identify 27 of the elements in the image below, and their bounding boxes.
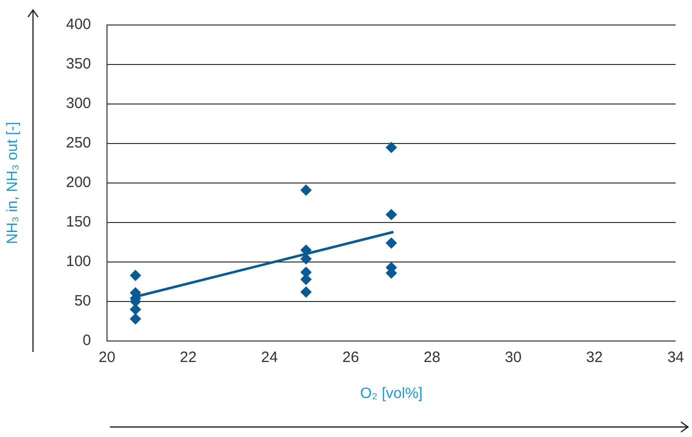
x-axis-title: O₂ [vol%] <box>360 385 423 402</box>
x-tick-label: 28 <box>424 349 440 366</box>
x-tick-label: 30 <box>504 349 522 366</box>
x-tick-label: 22 <box>180 349 197 366</box>
point <box>386 238 397 249</box>
y-tick-label: 350 <box>66 56 92 73</box>
point <box>300 286 312 298</box>
x-tick-label: 20 <box>98 349 116 366</box>
point <box>130 313 141 324</box>
x-tick-label: 24 <box>261 349 278 366</box>
x-tick-label: 32 <box>586 349 603 366</box>
y-tick-label: 300 <box>66 95 92 112</box>
y-tick-label: 250 <box>66 134 92 152</box>
y-axis-title: NH₃ in, NH₃ out [-] <box>4 122 22 244</box>
y-tick-label: 100 <box>66 253 92 270</box>
x-tick-label: 26 <box>342 349 360 366</box>
point <box>130 270 141 281</box>
y-tick-label: 150 <box>66 214 92 231</box>
y-tick-label: 400 <box>66 16 92 34</box>
y-tick-label: 0 <box>82 332 92 350</box>
point <box>300 253 312 264</box>
point <box>300 184 312 196</box>
x-tick-label: 34 <box>667 349 684 366</box>
y-tick-label: 50 <box>74 292 92 310</box>
point <box>386 142 397 153</box>
y-tick-label: 200 <box>66 174 92 192</box>
point <box>386 209 397 220</box>
